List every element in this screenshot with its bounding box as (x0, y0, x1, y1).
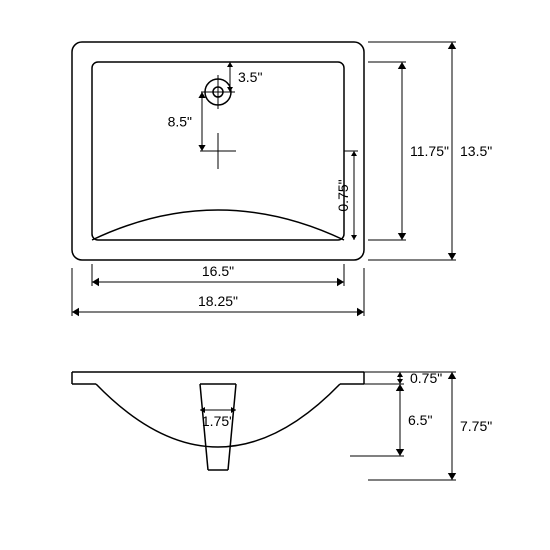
arrowhead (398, 233, 406, 240)
top-height-inner-label: 11.75" (410, 143, 449, 159)
arrowhead (227, 87, 233, 92)
top-basin-curve (92, 210, 344, 240)
side-bowl-h-label: 6.5" (408, 412, 432, 428)
arrowhead (448, 253, 456, 260)
side-pipe-w-label: 1.75" (202, 413, 234, 429)
top-height-outer-label: 13.5" (460, 143, 492, 159)
top-drain-offset-label: 3.5" (238, 69, 262, 85)
arrowhead (337, 278, 344, 286)
arrowhead (351, 235, 357, 240)
top-rim-label: 0.75" (335, 179, 351, 211)
top-width-inner-label: 16.5" (202, 263, 234, 279)
arrowhead (448, 473, 456, 480)
arrowhead (396, 449, 404, 456)
side-total-h-label: 7.75" (460, 418, 492, 434)
arrowhead (397, 372, 403, 377)
arrowhead (448, 372, 456, 379)
arrowhead (351, 151, 357, 156)
arrowhead (397, 379, 403, 384)
top-drain-center-label: 8.5" (168, 114, 192, 130)
top-width-outer-label: 18.25" (198, 293, 238, 309)
arrowhead (396, 384, 404, 391)
arrowhead (448, 42, 456, 49)
arrowhead (72, 308, 79, 316)
arrowhead (398, 62, 406, 69)
arrowhead (357, 308, 364, 316)
arrowhead (92, 278, 99, 286)
arrowhead (198, 145, 205, 151)
